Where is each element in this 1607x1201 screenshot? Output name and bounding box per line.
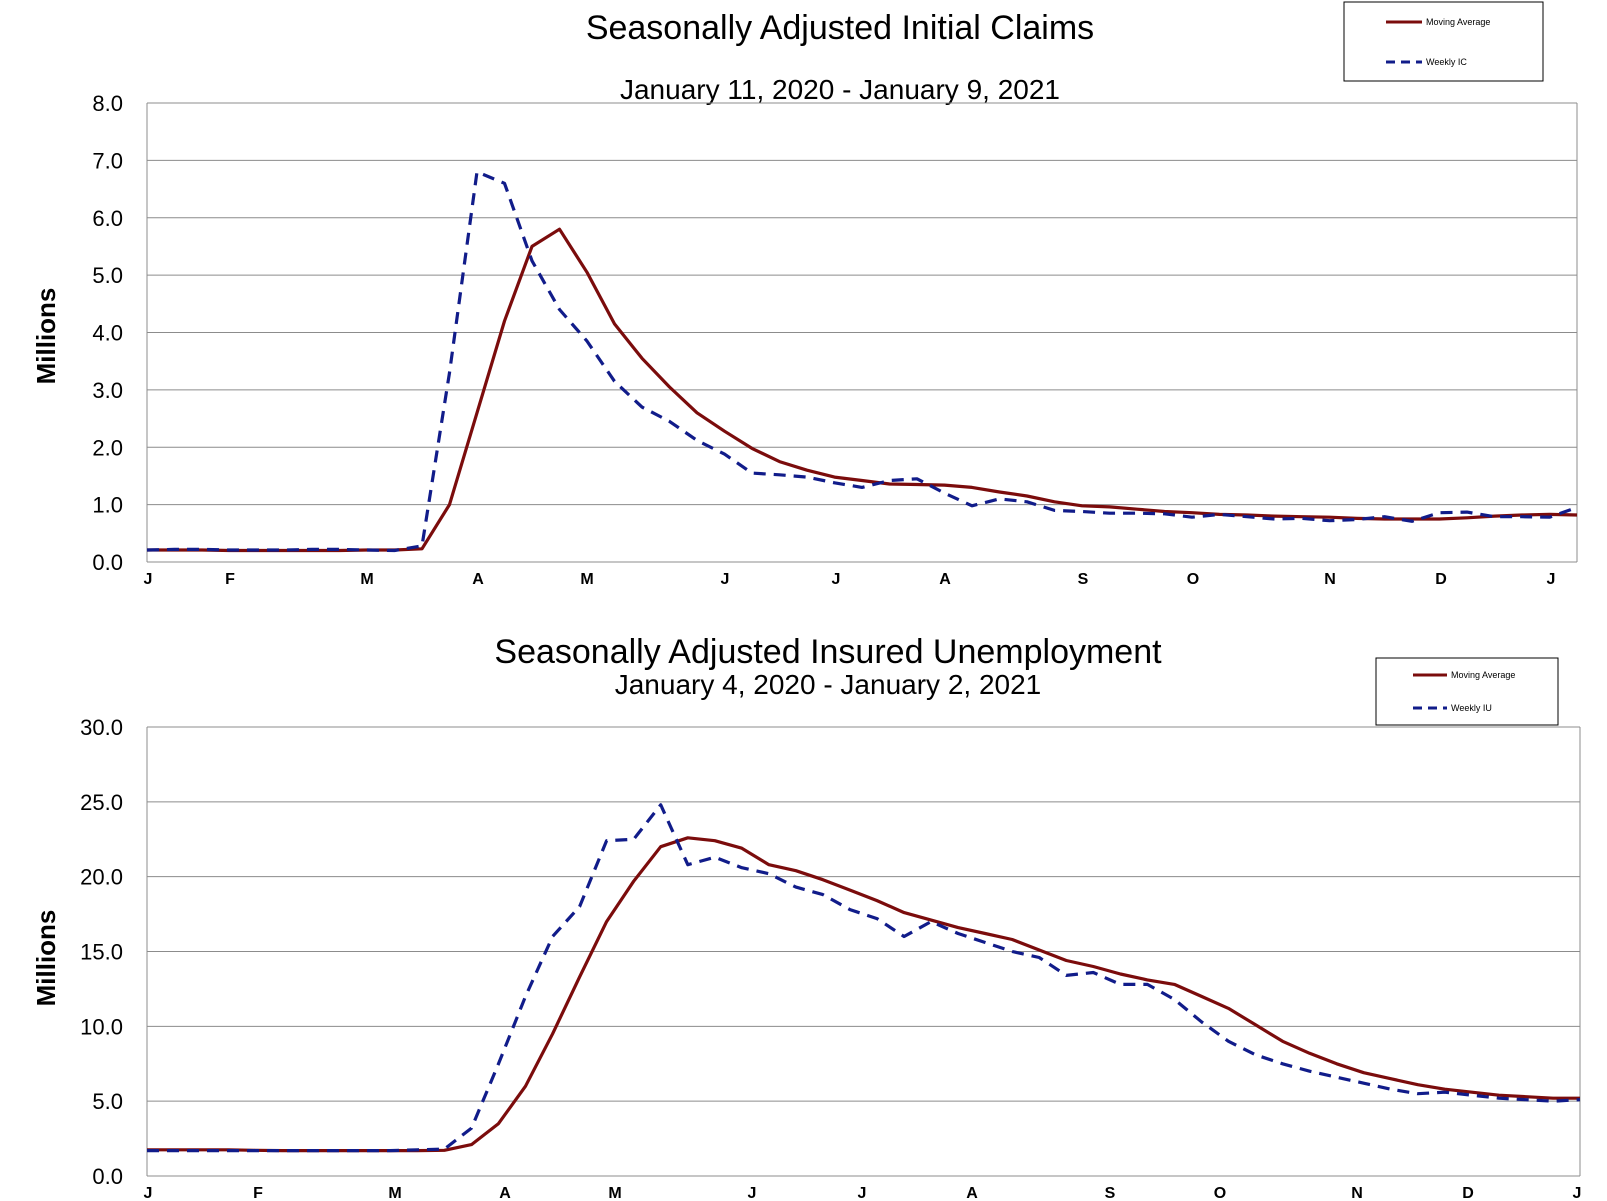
- chart-1-series: [146, 170, 1578, 553]
- chart-1-y-tick-label: 2.0: [92, 435, 123, 460]
- chart-1-x-tick-label: J: [721, 571, 730, 588]
- chart-1-ylabel: Millions: [31, 288, 61, 385]
- chart-1-x-tick-label: J: [144, 571, 153, 588]
- chart-2-series-moving-average-line: [147, 836, 1580, 1153]
- chart-2-y-tick-label: 10.0: [80, 1014, 123, 1039]
- chart-2-y-tick-label: 25.0: [80, 790, 123, 815]
- chart-2-x-tick-label: J: [144, 1185, 153, 1201]
- chart-2-subtitle: January 4, 2020 - January 2, 2021: [615, 669, 1042, 700]
- chart-1-x-tick-label: A: [472, 571, 484, 588]
- chart-1-y-tick-label: 8.0: [92, 91, 123, 116]
- chart-1-x-tick-label: F: [225, 571, 235, 588]
- chart-1-x-tick-label: M: [580, 571, 593, 588]
- chart-initial-claims: Seasonally Adjusted Initial Claims Janua…: [31, 1, 1578, 588]
- chart-1-x-tick-label: O: [1187, 571, 1199, 588]
- chart-1-x-tick-label: J: [1547, 571, 1556, 588]
- chart-1-subtitle: January 11, 2020 - January 9, 2021: [620, 74, 1060, 105]
- chart-1-x-tick-label: D: [1435, 571, 1447, 588]
- chart-1-legend-box: [1343, 1, 1544, 82]
- chart-1-x-tick-label: J: [832, 571, 841, 588]
- chart-1-x-tick-label: S: [1078, 571, 1089, 588]
- chart-1-y-tick-label: 7.0: [92, 148, 123, 173]
- chart-2-y-tick-label: 0.0: [92, 1164, 123, 1189]
- chart-2-y-ticks: 0.0 5.0 10.0 15.0 20.0 25.0 30.0: [80, 715, 123, 1189]
- chart-2-x-tick-label: O: [1214, 1185, 1226, 1201]
- chart-2-x-tick-label: D: [1462, 1185, 1474, 1201]
- chart-2-y-tick-label: 5.0: [92, 1089, 123, 1114]
- chart-1-series-moving-average-line: [147, 227, 1578, 553]
- chart-1-x-tick-label: M: [360, 571, 373, 588]
- chart-2-y-tick-label: 20.0: [80, 865, 123, 890]
- chart-1-gridlines: [146, 102, 1578, 563]
- chart-2-x-tick-label: J: [858, 1185, 867, 1201]
- chart-1-x-tick-label: N: [1324, 571, 1336, 588]
- chart-1-legend: Moving Average Weekly IC: [1343, 1, 1544, 82]
- chart-2-ylabel: Millions: [31, 910, 61, 1007]
- chart-2-x-tick-label: M: [608, 1185, 621, 1201]
- chart-2-x-tick-label: A: [966, 1185, 978, 1201]
- chart-2-legend-box: [1375, 657, 1559, 726]
- chart-1-series-weekly-line: [146, 170, 1578, 553]
- chart-2-series: [147, 803, 1581, 1153]
- chart-2-y-tick-label: 30.0: [80, 715, 123, 740]
- chart-1-y-tick-label: 1.0: [92, 493, 123, 518]
- chart-1-y-ticks: 0.0 1.0 2.0 3.0 4.0 5.0 6.0 7.0 8.0: [92, 91, 123, 575]
- chart-2-x-tick-label: J: [1573, 1185, 1582, 1201]
- chart-1-y-tick-label: 6.0: [92, 206, 123, 231]
- chart-1-y-tick-label: 3.0: [92, 378, 123, 403]
- chart-2-x-tick-label: F: [253, 1185, 263, 1201]
- chart-insured-unemployment: Seasonally Adjusted Insured Unemployment…: [31, 633, 1581, 1201]
- chart-1-legend-label-weekly: Weekly IC: [1426, 57, 1467, 67]
- chart-2-x-tick-label: N: [1351, 1185, 1363, 1201]
- chart-1-title: Seasonally Adjusted Initial Claims: [586, 9, 1094, 47]
- chart-1-y-tick-label: 0.0: [92, 550, 123, 575]
- chart-1-y-tick-label: 4.0: [92, 321, 123, 346]
- chart-1-x-tick-label: A: [939, 571, 951, 588]
- chart-2-x-tick-label: A: [499, 1185, 511, 1201]
- chart-1-legend-label-ma: Moving Average: [1426, 17, 1490, 27]
- chart-2-legend: Moving Average Weekly IU: [1375, 657, 1559, 726]
- chart-2-y-tick-label: 15.0: [80, 940, 123, 965]
- chart-2-title: Seasonally Adjusted Insured Unemployment: [494, 633, 1162, 671]
- chart-2-legend-label-ma: Moving Average: [1451, 670, 1515, 680]
- chart-2-x-tick-label: S: [1105, 1185, 1116, 1201]
- chart-2-x-tick-label: J: [748, 1185, 757, 1201]
- chart-1-y-tick-label: 5.0: [92, 263, 123, 288]
- chart-2-gridlines: [146, 726, 1581, 1177]
- chart-2-series-weekly-line: [147, 803, 1581, 1153]
- chart-2-x-tick-label: M: [388, 1185, 401, 1201]
- chart-2-legend-label-weekly: Weekly IU: [1451, 703, 1492, 713]
